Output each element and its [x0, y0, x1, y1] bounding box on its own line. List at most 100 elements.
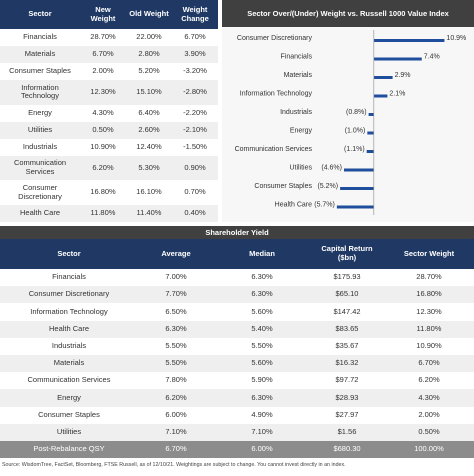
cell: $147.42 — [333, 306, 361, 316]
cell: $35.67 — [335, 341, 359, 351]
cell: 6.70% — [384, 354, 474, 373]
row: Information Technology 12.30% 15.10% -2.80% — [0, 80, 218, 105]
category-label: Industrials — [280, 109, 312, 116]
cell: -2.80% — [172, 80, 218, 105]
row: Financials 7.00% 6.30% $175.93 28.70% — [0, 269, 474, 286]
chart-title: Sector Over/(Under) Weight vs. Russell 1… — [247, 9, 449, 18]
cell: Consumer Discretionary — [18, 183, 62, 201]
cell: 5.60% — [214, 354, 310, 373]
cell: Post-Rebalance QSY — [0, 440, 138, 459]
cell: 2.60% — [126, 121, 172, 139]
cell: $680.30 — [310, 440, 384, 459]
row: Energy 4.30% 6.40% -2.20% — [0, 105, 218, 122]
column-header: Old Weight — [126, 0, 172, 29]
cell: 6.30% — [214, 389, 310, 407]
cell: Energy — [0, 389, 138, 407]
cell: Utilities — [0, 121, 80, 139]
cell: Health Care — [0, 205, 80, 223]
cell: 12.30% — [80, 80, 126, 105]
cell: 28.70% — [90, 32, 116, 42]
cell: 100.00% — [384, 440, 474, 459]
cell: 28.70% — [416, 272, 442, 282]
cell: 22.00% — [136, 32, 162, 42]
cell: 11.40% — [126, 205, 172, 223]
cell: 0.50% — [384, 423, 474, 441]
chart-background — [222, 0, 474, 222]
cell: 0.40% — [172, 205, 218, 223]
cell: 2.80% — [126, 46, 172, 63]
column-header: Capital Return ($bn) — [310, 239, 384, 269]
row: Materials 5.50% 5.60% $16.32 6.70% — [0, 354, 474, 373]
value-label: (4.6%) — [321, 164, 342, 171]
row: Financials 28.70% 22.00% 6.70% — [0, 29, 218, 46]
cell: Financials — [52, 272, 86, 282]
cell: 5.40% — [214, 320, 310, 338]
row: Industrials 5.50% 5.50% $35.67 10.90% — [0, 338, 474, 355]
row: Information Technology 6.50% 5.60% $147.42 1… — [0, 303, 474, 320]
cell: $97.72 — [335, 375, 359, 385]
cell: 6.70% — [80, 46, 126, 63]
bar — [336, 205, 374, 209]
cell: 5.50% — [251, 341, 273, 351]
value-label: 10.9% — [446, 35, 466, 42]
category-label: Consumer Discretionary — [237, 35, 313, 42]
cell: 16.80% — [90, 187, 116, 197]
value-label: (5.7%) — [314, 201, 335, 208]
bar — [340, 187, 374, 190]
row: Materials 6.70% 2.80% 3.90% — [0, 46, 218, 63]
cell: Health Care — [0, 320, 138, 338]
cell: 7.10% — [214, 423, 310, 441]
value-label: 2.9% — [395, 72, 411, 79]
column-header: Sector — [0, 0, 80, 29]
cell: 6.20% — [80, 155, 126, 181]
cell: $175.93 — [333, 272, 361, 282]
cell: 6.70% — [138, 440, 214, 459]
cell: 4.30% — [92, 107, 114, 117]
cell: $16.32 — [310, 354, 384, 373]
row: Consumer Discretionary 16.80% 16.10% 0.70% — [0, 180, 218, 205]
row: Consumer Staples 6.00% 4.90% $27.97 2.00% — [0, 407, 474, 424]
column-header: New Weight — [80, 0, 126, 29]
cell: 5.50% — [138, 354, 214, 373]
category-label: Health Care — [275, 201, 312, 208]
row: Utilities 0.50% 2.60% -2.10% — [0, 121, 218, 139]
column-header: Sector — [0, 239, 138, 269]
bar — [368, 113, 374, 116]
cell: 10.90% — [416, 341, 442, 351]
chart: Sector Over/(Under) Weight vs. Russell 1… — [222, 0, 474, 222]
category-label: Utilities — [289, 164, 312, 171]
cell: $1.56 — [310, 423, 384, 441]
cell: Industrials — [51, 341, 87, 351]
cell: 7.00% — [165, 272, 187, 282]
cell: 0.50% — [80, 121, 126, 139]
value-label: (5.2%) — [317, 183, 338, 190]
category-label: Consumer Staples — [254, 183, 312, 190]
bar — [373, 39, 445, 42]
column-header: Sector Weight — [384, 239, 474, 269]
cell: 4.90% — [251, 409, 273, 419]
cell: 6.30% — [214, 286, 310, 304]
cell: Consumer Staples — [38, 409, 100, 419]
cell: 4.30% — [384, 389, 474, 407]
cell: Communication Services — [0, 155, 80, 181]
cell: Materials — [0, 46, 80, 63]
cell: 5.20% — [138, 66, 160, 76]
value-label: (0.8%) — [346, 109, 367, 116]
cell: 2.00% — [418, 409, 440, 419]
value-label: (1.1%) — [344, 146, 365, 153]
row: Communication Services 7.80% 5.90% $97.72 6.… — [0, 372, 474, 389]
cell: 0.70% — [184, 187, 206, 197]
column-header: Average — [138, 239, 214, 269]
cell: Materials — [0, 354, 138, 373]
cell: 6.20% — [138, 389, 214, 407]
cell: 12.40% — [136, 141, 162, 151]
cell: 5.50% — [165, 341, 187, 351]
cell: 3.90% — [172, 46, 218, 63]
cell: 6.20% — [418, 375, 440, 385]
category-label: Information Technology — [240, 90, 313, 97]
cell: $65.10 — [310, 286, 384, 304]
cell: 16.80% — [384, 286, 474, 304]
category-label: Communication Services — [235, 146, 313, 153]
cell: 6.30% — [251, 272, 273, 282]
cell: -3.20% — [183, 66, 207, 76]
